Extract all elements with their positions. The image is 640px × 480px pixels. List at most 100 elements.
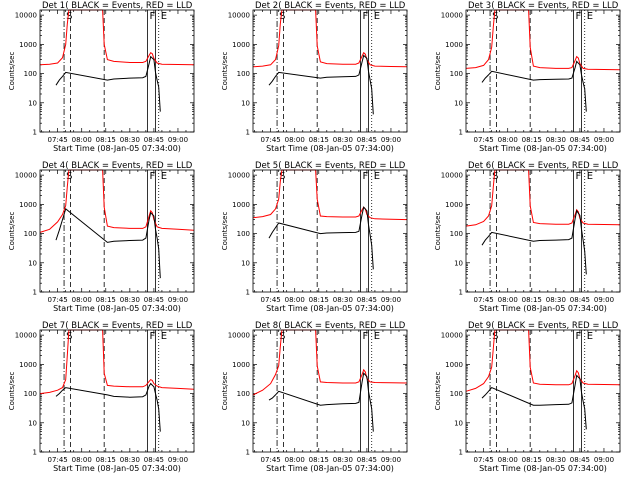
chart-title: Det 1( BLACK = Events, RED = LLD [42,1,193,11]
lld-rate-line [465,169,621,227]
events-rate-line [55,55,161,112]
x-tick-label: 08:00 [72,296,92,304]
time-marker-label: F [149,11,155,22]
events-rate-line [55,208,161,279]
time-marker-label: S [492,331,498,342]
plot-frame [39,329,195,453]
time-marker-label: F [362,331,368,342]
chart-title: Det 6( BLACK = Events, RED = LLD [468,161,619,171]
plot-frame [252,169,408,293]
time-marker-label: E [374,331,380,342]
y-tick-label: 100 [24,390,37,398]
detector-panel-9: Det 9( BLACK = Events, RED = LLD 1 10 100 10… [426,320,639,480]
x-tick-label: 08:15 [96,456,116,464]
time-marker-label: E [374,11,380,22]
plot-frame [252,329,408,453]
chart-title: Det 5( BLACK = Events, RED = LLD [255,161,406,171]
y-tick-label: 10000 [228,332,250,340]
time-marker-label: S [492,11,498,22]
detector-panel-5: Det 5( BLACK = Events, RED = LLD 1 10 100 10… [213,160,426,320]
y-tick-label: 1000 [445,201,463,209]
x-tick-label: 09:00 [168,136,188,144]
y-axis-label: Counts/sec [434,52,442,91]
y-tick-label: 1 [246,449,250,457]
x-axis-label: Start Time (08-Jan-05 07:34:00) [479,144,607,153]
detector-panel-4: Det 4( BLACK = Events, RED = LLD 1 10 100 10… [0,160,213,320]
lld-rate-line [39,329,195,395]
x-tick-label: 08:45 [357,136,377,144]
x-axis-label: Start Time (08-Jan-05 07:34:00) [53,464,181,473]
lld-rate-line [39,9,195,66]
time-marker-label: E [587,171,593,182]
x-tick-label: 09:00 [168,456,188,464]
x-tick-label: 08:30 [120,296,140,304]
x-tick-label: 08:45 [357,456,377,464]
detector-panel-7: Det 7( BLACK = Events, RED = LLD 1 10 100 10… [0,320,213,480]
y-tick-label: 10 [28,259,37,267]
detector-chart-2: Det 2( BLACK = Events, RED = LLD 1 10 100 10… [221,1,408,153]
x-tick-label: 08:45 [357,296,377,304]
x-axis-label: Start Time (08-Jan-05 07:34:00) [266,304,394,313]
time-marker-label: E [161,11,167,22]
detector-panel-3: Det 3( BLACK = Events, RED = LLD 1 10 100 10… [426,0,639,160]
y-tick-label: 1000 [19,361,37,369]
y-tick-label: 10 [241,99,250,107]
x-tick-label: 08:15 [309,456,329,464]
x-axis-label: Start Time (08-Jan-05 07:34:00) [266,144,394,153]
x-tick-label: 09:00 [594,296,614,304]
time-marker-label: S [66,331,72,342]
x-tick-label: 08:30 [333,456,353,464]
detector-panel-8: Det 8( BLACK = Events, RED = LLD 1 10 100 10… [213,320,426,480]
y-tick-label: 1000 [445,41,463,49]
time-marker-label: E [374,171,380,182]
lld-rate-line [465,9,621,71]
x-tick-label: 08:15 [309,296,329,304]
y-tick-label: 1 [33,289,37,297]
y-axis-label: Counts/sec [434,212,442,251]
time-marker-label: S [279,331,285,342]
x-tick-label: 07:45 [48,456,68,464]
x-tick-label: 08:45 [144,456,164,464]
y-tick-label: 10 [454,419,463,427]
time-marker-label: F [575,171,581,182]
x-tick-label: 08:30 [120,456,140,464]
x-tick-label: 08:30 [120,136,140,144]
time-marker-label: E [161,171,167,182]
y-axis-label: Counts/sec [8,52,16,91]
detector-chart-3: Det 3( BLACK = Events, RED = LLD 1 10 100 10… [434,1,621,153]
plot-frame [465,169,621,293]
x-tick-label: 08:00 [498,456,518,464]
y-tick-label: 10 [241,259,250,267]
x-tick-label: 08:15 [522,456,542,464]
x-tick-label: 08:45 [570,136,590,144]
x-tick-label: 09:00 [594,456,614,464]
y-tick-label: 1 [246,129,250,137]
y-axis-label: Counts/sec [8,212,16,251]
y-tick-label: 1000 [232,201,250,209]
y-tick-label: 100 [450,70,463,78]
y-axis-label: Counts/sec [434,372,442,411]
x-tick-label: 08:15 [522,136,542,144]
y-tick-label: 1000 [232,361,250,369]
y-tick-label: 1 [459,129,463,137]
x-tick-label: 07:45 [261,456,281,464]
plot-frame [465,329,621,453]
time-marker-label: S [66,171,72,182]
x-tick-label: 07:45 [261,296,281,304]
time-marker-label: S [279,171,285,182]
x-tick-label: 07:45 [48,296,68,304]
x-tick-label: 09:00 [381,296,401,304]
y-tick-label: 10000 [441,332,463,340]
x-tick-label: 08:45 [570,296,590,304]
x-tick-label: 08:15 [96,296,116,304]
x-tick-label: 08:15 [309,136,329,144]
y-tick-label: 1000 [19,41,37,49]
x-tick-label: 09:00 [381,136,401,144]
x-tick-label: 08:00 [72,456,92,464]
y-tick-label: 1000 [232,41,250,49]
y-tick-label: 1 [246,289,250,297]
x-tick-label: 08:15 [522,296,542,304]
y-tick-label: 10000 [228,172,250,180]
x-axis-label: Start Time (08-Jan-05 07:34:00) [53,304,181,313]
detector-panel-6: Det 6( BLACK = Events, RED = LLD 1 10 100 10… [426,160,639,320]
